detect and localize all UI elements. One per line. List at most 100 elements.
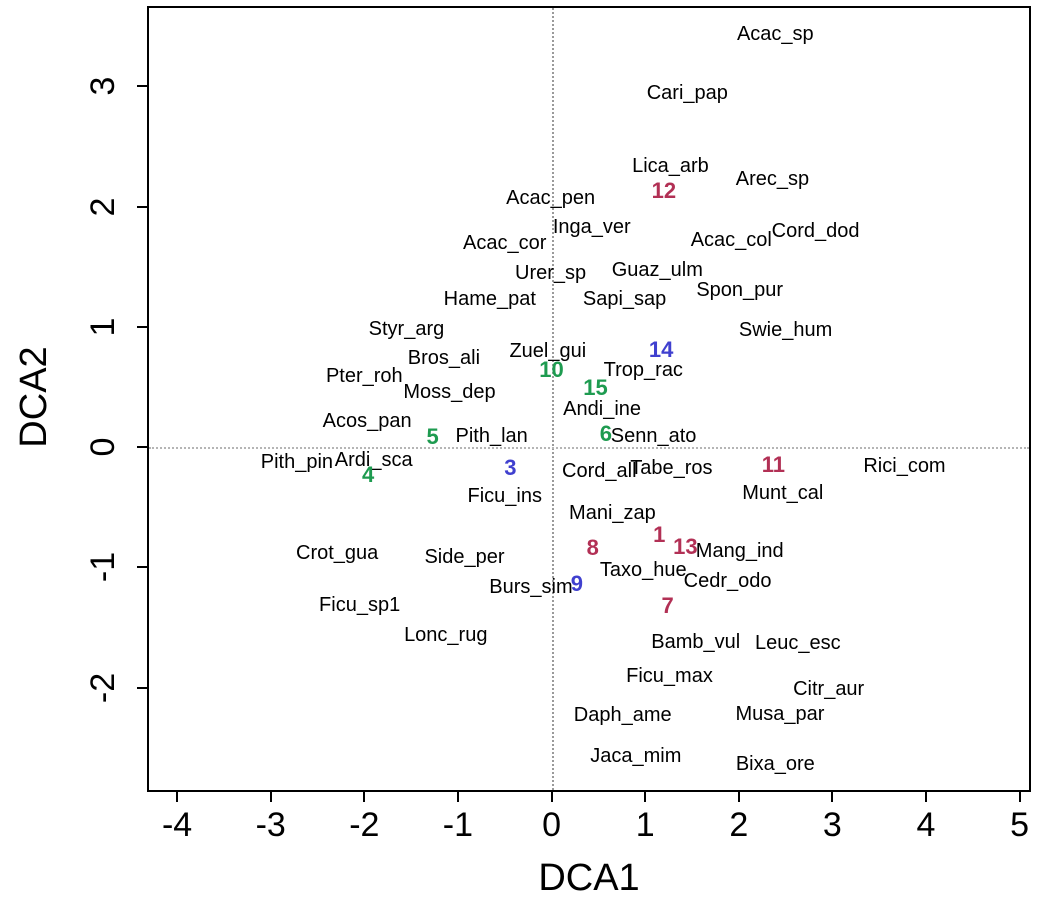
species-label: Bamb_vul (651, 631, 741, 654)
y-tick-label: -2 (84, 672, 122, 703)
cluster-number-label: 9 (570, 571, 583, 597)
y-tick-mark (137, 686, 147, 689)
species-label: Mani_zap (569, 502, 656, 525)
cluster-number-label: 8 (586, 535, 599, 561)
species-label: Ficu_ins (467, 485, 542, 508)
species-label: Bros_ali (407, 347, 481, 370)
species-label: Lica_arb (632, 154, 709, 177)
species-label: Trop_rac (603, 359, 683, 382)
cluster-number-label: 4 (361, 461, 375, 487)
cluster-number-label: 6 (599, 420, 612, 446)
y-tick-label: 0 (84, 437, 122, 457)
species-label: Guaz_ulm (611, 259, 703, 282)
species-label: Burs_sim (489, 575, 573, 598)
species-label: Rici_com (863, 455, 946, 478)
species-label: Spon_pur (696, 278, 784, 301)
species-label: Arec_sp (735, 167, 810, 190)
x-axis-title: DCA1 (538, 857, 640, 899)
species-label: Mang_ind (695, 539, 784, 562)
x-tick-mark (737, 792, 740, 802)
species-label: Daph_ame (573, 704, 672, 727)
x-tick-mark (456, 792, 459, 802)
species-label: Pith_lan (455, 425, 528, 448)
species-label: Pith_pin (260, 450, 334, 473)
species-label: Urer_sp (515, 261, 587, 284)
x-tick-mark (550, 792, 553, 802)
y-tick-mark (137, 205, 147, 208)
species-label: Senn_ato (610, 425, 697, 448)
cluster-number-label: 3 (504, 454, 517, 480)
species-label: Moss_dep (403, 380, 496, 403)
species-label: Citr_aur (793, 677, 865, 700)
cluster-number-label: 15 (583, 375, 608, 401)
cluster-number-label: 11 (761, 452, 786, 478)
zero-line-horizontal (149, 447, 1029, 450)
species-label: Ardi_sca (334, 449, 413, 472)
plot-area: Acac_sp Cari_pap Lica_arb Arec_sp Acac_pen In… (147, 6, 1031, 792)
x-tick-label: 1 (635, 806, 655, 844)
x-tick-mark (925, 792, 928, 802)
species-label: Cedr_odo (683, 569, 772, 592)
x-tick-label: -4 (161, 806, 193, 844)
species-label: Cari_pap (646, 82, 728, 105)
species-label: Bixa_ore (735, 752, 815, 775)
species-label: Pter_roh (325, 365, 403, 388)
species-label: Crot_gua (296, 541, 379, 564)
species-label: Ficu_sp1 (319, 593, 401, 616)
x-tick-label: 5 (1010, 806, 1030, 844)
species-label: Side_per (424, 545, 505, 568)
cluster-number-label: 7 (661, 592, 674, 618)
species-label: Inga_ver (552, 215, 631, 238)
species-label: Styr_arg (368, 318, 445, 341)
x-tick-mark (363, 792, 366, 802)
zero-line-vertical (551, 8, 554, 790)
species-label: Ficu_max (626, 664, 713, 687)
species-label: Andi_ine (563, 397, 642, 420)
x-tick-mark (269, 792, 272, 802)
species-label: Acac_pen (506, 187, 596, 210)
x-tick-label: -1 (442, 806, 474, 844)
species-label: Tabe_ros (630, 456, 713, 479)
x-tick-label: 4 (916, 806, 936, 844)
species-label: Acac_cor (463, 231, 547, 254)
species-label: Acac_col (690, 229, 772, 252)
y-tick-mark (137, 566, 147, 569)
x-tick-mark (644, 792, 647, 802)
species-label: Munt_cal (742, 481, 824, 504)
species-label: Swie_hum (738, 319, 833, 342)
y-tick-mark (137, 85, 147, 88)
species-label: Taxo_hue (599, 558, 687, 581)
x-tick-label: -2 (349, 806, 380, 844)
y-tick-label: 3 (84, 76, 122, 96)
species-label: Sapi_sap (582, 288, 667, 311)
species-label: Leuc_esc (754, 632, 841, 655)
y-axis-title: DCA2 (13, 346, 55, 448)
x-tick-label: -3 (255, 806, 286, 844)
cluster-number-label: 5 (426, 424, 439, 450)
y-tick-label: 2 (84, 197, 122, 216)
x-tick-label: 3 (822, 806, 842, 844)
species-label: Zuel_gui (509, 339, 587, 362)
cluster-number-label: 13 (673, 533, 698, 559)
species-label: Acac_sp (736, 23, 814, 46)
y-tick-label: 1 (84, 317, 122, 337)
cluster-number-label: 1 (653, 521, 666, 547)
y-tick-mark (137, 325, 147, 328)
x-tick-mark (1018, 792, 1021, 802)
species-label: Acos_pan (322, 409, 412, 432)
y-tick-label: -1 (84, 552, 122, 583)
species-label: Lonc_rug (404, 623, 488, 646)
x-tick-label: 0 (542, 806, 562, 844)
species-label: Cord_all (562, 460, 637, 483)
x-tick-mark (831, 792, 834, 802)
y-tick-mark (137, 446, 147, 449)
cluster-number-label: 12 (651, 177, 677, 203)
cluster-number-label: 10 (539, 357, 564, 383)
species-label: Cord_dod (771, 219, 860, 242)
x-tick-label: 2 (729, 806, 749, 844)
x-tick-mark (176, 792, 179, 802)
species-label: Musa_par (735, 703, 825, 726)
species-label: Jaca_mim (590, 745, 682, 768)
cluster-number-label: 14 (648, 336, 674, 362)
